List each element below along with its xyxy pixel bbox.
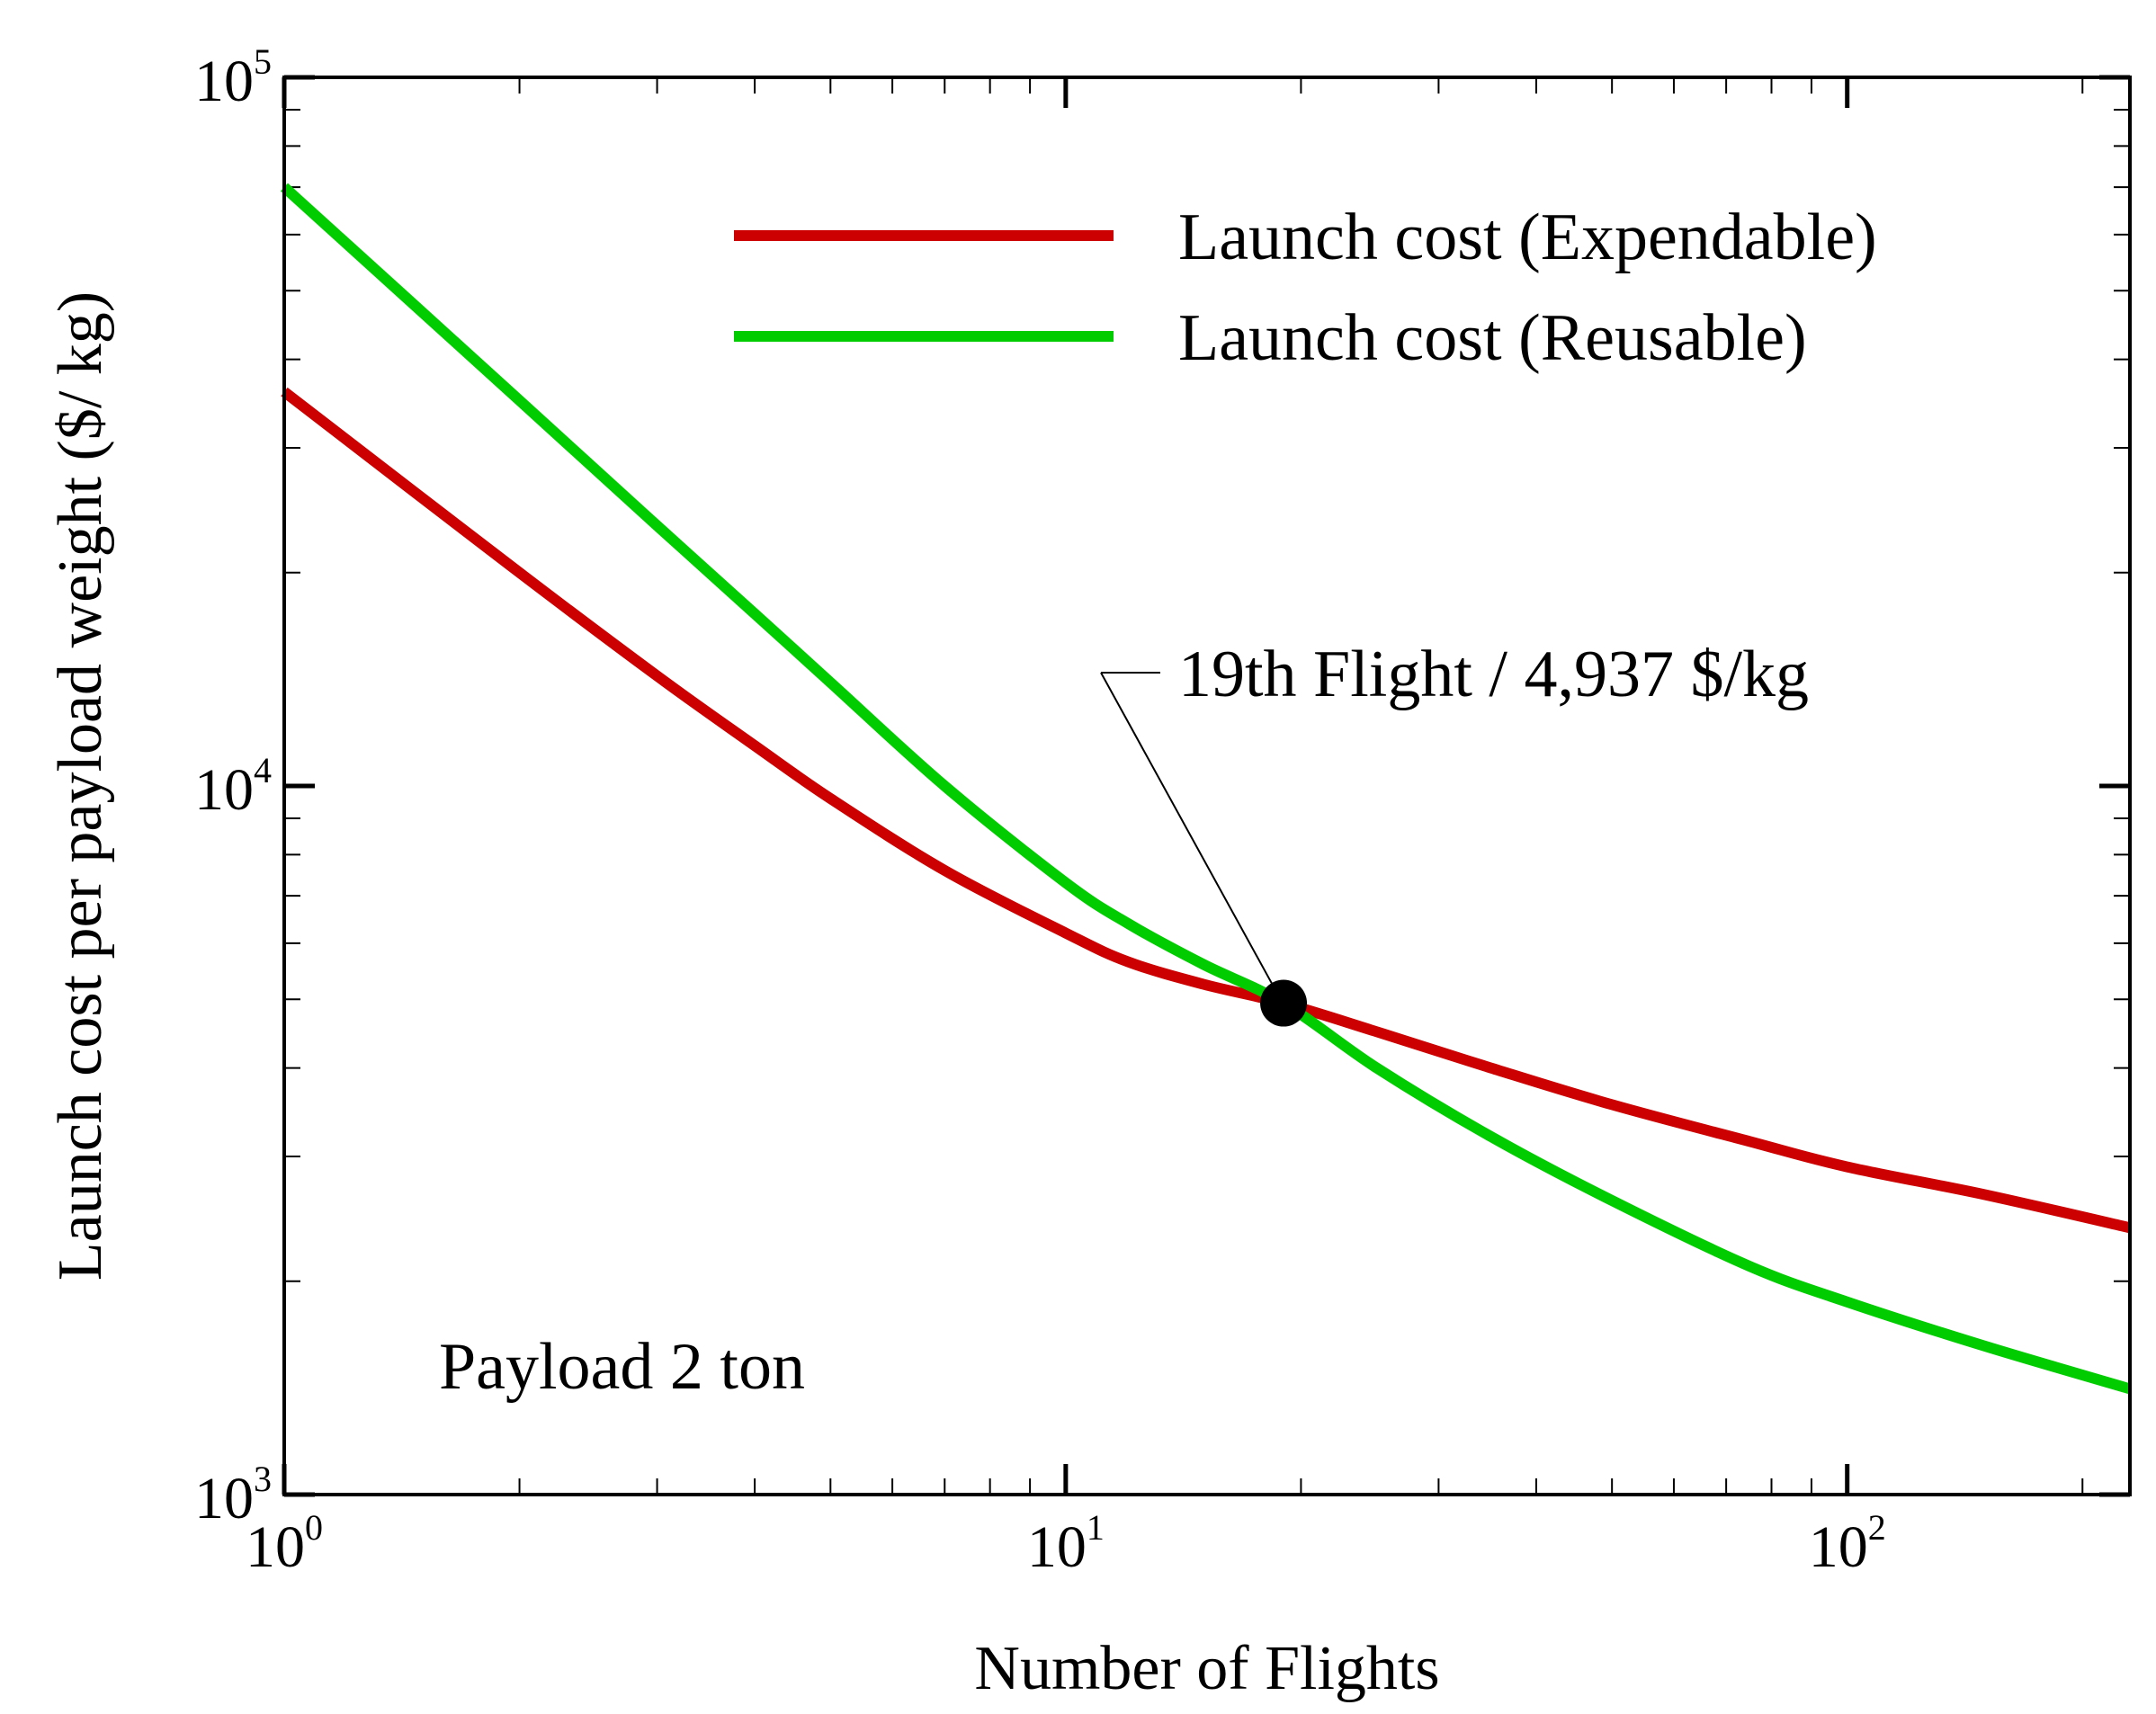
y-tick-base: 10 <box>194 757 254 823</box>
x-tick-label: 102 <box>1809 1507 1886 1580</box>
intersection-point <box>1260 979 1308 1027</box>
x-tick-label: 101 <box>1027 1507 1105 1580</box>
major-ticks <box>282 75 2130 1497</box>
y-tick-label: 104 <box>194 750 272 823</box>
legend-label-reusable: Launch cost (Reusable) <box>1178 301 1807 375</box>
y-tick-exponent: 3 <box>254 1459 272 1499</box>
series-line-expendable <box>281 387 2132 1234</box>
series-layer <box>280 183 2132 1395</box>
x-axis-label: Number of Flights <box>974 1634 1439 1703</box>
y-axis-label: Launch cost per payload weight ($/ kg) <box>46 291 115 1281</box>
y-tick-exponent: 5 <box>254 41 272 82</box>
payload-note: Payload 2 ton <box>439 1330 805 1404</box>
y-tick-base: 10 <box>194 1466 254 1531</box>
annotation-label: 19th Flight / 4,937 $/kg <box>1178 638 1809 711</box>
x-tick-exponent: 0 <box>305 1507 323 1548</box>
y-tick-base: 10 <box>194 49 254 114</box>
x-tick-base: 10 <box>1027 1514 1087 1580</box>
annotation-leader-line <box>1100 672 1274 986</box>
x-tick-label: 100 <box>246 1507 323 1580</box>
series-line-reusable <box>280 183 2132 1395</box>
y-tick-exponent: 4 <box>254 750 272 790</box>
x-tick-exponent: 2 <box>1868 1507 1886 1548</box>
x-tick-base: 10 <box>246 1514 305 1580</box>
legend: Launch cost (Expendable) Launch cost (Re… <box>734 201 1877 375</box>
minor-ticks <box>284 77 2130 1495</box>
y-tick-label: 103 <box>194 1459 272 1531</box>
x-tick-exponent: 1 <box>1087 1507 1105 1548</box>
plot-frame <box>282 76 2132 1496</box>
x-tick-base: 10 <box>1809 1514 1868 1580</box>
y-tick-label: 105 <box>194 41 272 114</box>
legend-label-expendable: Launch cost (Expendable) <box>1178 201 1877 274</box>
